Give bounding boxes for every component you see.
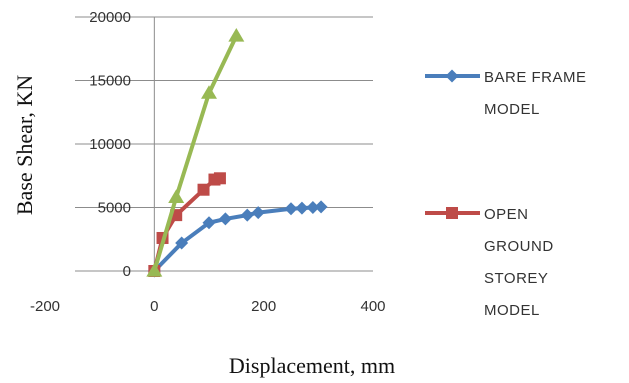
y-tick-label: 20000 xyxy=(89,9,131,26)
y-tick-label: 0 xyxy=(123,263,131,280)
y-tick-label: 15000 xyxy=(89,73,131,90)
legend-marker xyxy=(446,207,458,219)
legend-label: MODEL xyxy=(484,101,540,118)
legend-label: STOREY xyxy=(484,270,548,287)
legend-label: GROUND xyxy=(484,238,554,255)
x-tick-label: 0 xyxy=(150,298,158,315)
y-axis-title: Base Shear, KN xyxy=(12,75,37,215)
legend-marker xyxy=(445,69,459,83)
x-tick-label: 200 xyxy=(251,298,276,315)
data-point xyxy=(175,236,189,250)
legend: BARE FRAME MODEL OPEN GROUND STOREY MODEL xyxy=(425,69,587,319)
data-point xyxy=(201,85,217,99)
data-point xyxy=(146,263,163,277)
series-1 xyxy=(147,200,328,278)
y-tick-label: 5000 xyxy=(98,200,131,217)
data-point xyxy=(168,189,185,203)
legend-item-2: OPEN GROUND STOREY MODEL xyxy=(425,206,554,319)
series-2 xyxy=(148,172,226,277)
data-point xyxy=(295,201,309,215)
x-tick-label: -200 xyxy=(30,298,60,315)
data-point xyxy=(213,172,226,185)
legend-label: OPEN xyxy=(484,206,529,223)
data-point xyxy=(306,201,320,214)
x-tick-label: 400 xyxy=(360,298,385,315)
data-point xyxy=(197,183,210,196)
legend-item-1: BARE FRAME MODEL xyxy=(425,69,587,118)
y-tick-labels: 0 5000 10000 15000 20000 xyxy=(89,9,131,280)
series-line xyxy=(152,35,239,272)
data-point xyxy=(314,200,328,214)
data-point xyxy=(251,206,265,220)
data-point xyxy=(284,202,298,216)
x-axis-title: Displacement, mm xyxy=(229,353,395,378)
y-tick-label: 10000 xyxy=(89,136,131,153)
data-point xyxy=(202,216,216,230)
data-point xyxy=(240,208,254,222)
data-point xyxy=(218,212,232,226)
legend-label: MODEL xyxy=(484,302,540,319)
data-point xyxy=(228,28,245,42)
legend-label: BARE FRAME xyxy=(484,69,587,86)
series-3 xyxy=(146,28,245,277)
x-tick-labels: -200 0 200 400 xyxy=(30,298,386,315)
series-group xyxy=(146,28,328,278)
